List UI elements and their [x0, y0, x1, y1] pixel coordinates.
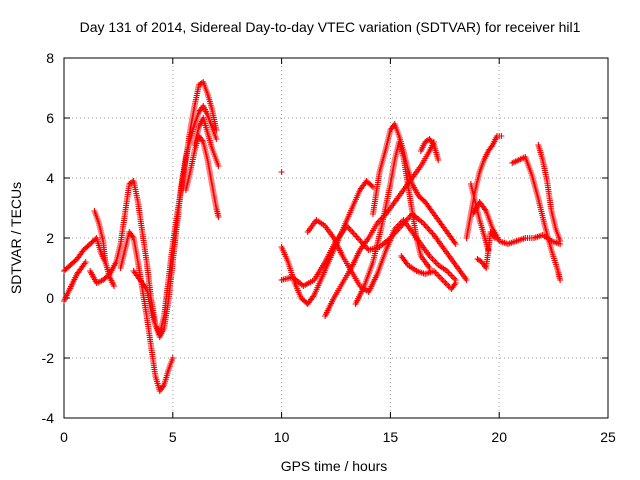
data-point [425, 226, 432, 232]
y-tick-label: -2 [42, 350, 55, 366]
series-trace-9 [278, 169, 285, 175]
data-point [353, 233, 360, 240]
x-tick-label: 15 [383, 429, 399, 445]
series-trace-6 [130, 103, 220, 340]
data-point [82, 259, 89, 265]
data-point [436, 274, 443, 280]
series-trace-17 [417, 136, 442, 163]
data-point [215, 163, 222, 169]
data-point [435, 157, 442, 163]
data-point [424, 224, 431, 231]
y-tick-label: 0 [46, 290, 54, 306]
data-point [438, 275, 445, 282]
y-tick-label: 6 [46, 110, 54, 126]
series-trace-3 [91, 208, 118, 289]
data-point [356, 236, 363, 243]
y-tick-label: 8 [46, 50, 54, 66]
data-points [61, 79, 564, 394]
data-point [213, 136, 220, 142]
data-point [463, 277, 470, 283]
data-point [557, 277, 564, 283]
data-point [426, 227, 433, 234]
data-point [432, 269, 439, 276]
data-point [354, 235, 361, 241]
y-tick-label: 2 [46, 230, 54, 246]
y-tick-label: 4 [46, 170, 54, 186]
data-point [442, 280, 449, 286]
data-point [426, 265, 433, 271]
data-point [352, 232, 359, 238]
data-point [215, 214, 222, 220]
data-point [498, 133, 505, 139]
data-point [446, 271, 453, 277]
data-point [435, 272, 442, 279]
data-point [429, 256, 436, 262]
x-tick-label: 10 [274, 429, 290, 445]
data-point [421, 221, 428, 228]
data-point [432, 259, 439, 265]
data-point [448, 272, 455, 279]
x-tick-label: 25 [600, 429, 616, 445]
axis-ticks: 0 5 10 15 20 25 -4 -2 0 2 4 6 8 [42, 50, 616, 445]
data-point [439, 277, 446, 283]
data-point [350, 230, 357, 237]
data-point [346, 226, 353, 232]
y-tick-label: -4 [42, 410, 55, 426]
x-tick-label: 5 [169, 429, 177, 445]
series-trace-10 [278, 178, 376, 307]
data-point [278, 169, 285, 175]
data-point [428, 254, 435, 261]
data-point [422, 223, 429, 229]
data-point [445, 269, 452, 276]
data-point [443, 281, 450, 288]
data-point [451, 275, 458, 282]
series-trace-19 [463, 133, 505, 241]
data-point [349, 229, 356, 235]
data-point [428, 229, 435, 235]
series-trace-16 [398, 253, 459, 292]
series-trace-23 [535, 142, 564, 244]
data-point [368, 182, 375, 189]
data-point [452, 241, 459, 247]
data-point [111, 283, 118, 289]
series-trace-8 [191, 115, 222, 169]
data-point [169, 355, 176, 361]
series-trace-7 [182, 133, 222, 220]
data-point [449, 274, 456, 280]
series-trace-2 [61, 259, 89, 304]
data-point [557, 238, 564, 244]
data-point [347, 227, 354, 234]
data-point [441, 278, 448, 285]
data-point [430, 257, 437, 264]
chart-title: Day 131 of 2014, Sidereal Day-to-day VTE… [80, 19, 581, 35]
series-trace-15 [369, 121, 459, 247]
x-tick-label: 0 [60, 429, 68, 445]
series-trace-13 [322, 139, 437, 319]
y-axis-label: SDTVAR / TECUs [8, 182, 24, 294]
data-point [485, 247, 492, 253]
data-point [433, 260, 440, 267]
data-point [452, 280, 459, 286]
x-axis-label: GPS time / hours [281, 458, 388, 474]
series-trace-22 [509, 154, 564, 283]
x-tick-label: 20 [491, 429, 507, 445]
